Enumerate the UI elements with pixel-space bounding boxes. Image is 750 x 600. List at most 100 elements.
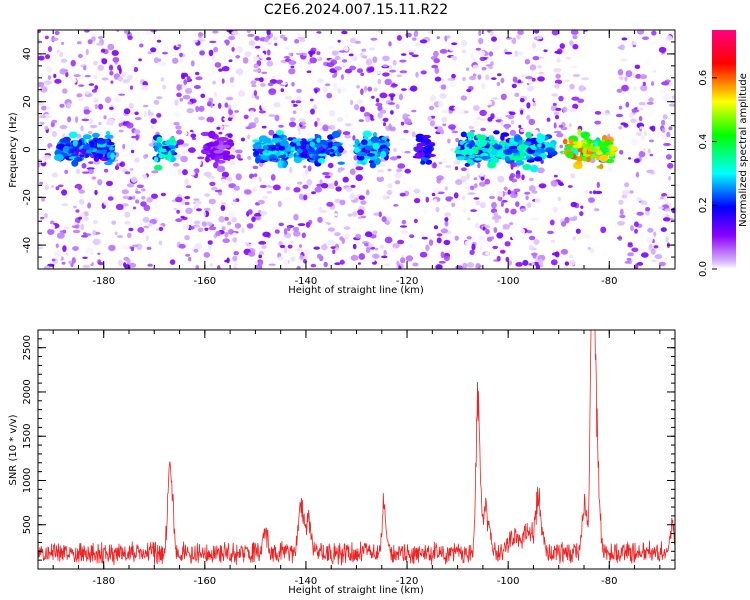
spectrogram-cell — [194, 71, 200, 76]
spectrogram-cell — [77, 41, 82, 45]
spectrogram-cell — [534, 30, 540, 34]
spectrogram-cell — [665, 154, 672, 160]
snr-y-tick-label: 1500 — [22, 423, 33, 448]
spectrogram-cell — [651, 259, 658, 263]
spectrogram-band-cell — [316, 147, 321, 155]
spectrogram-band-cell — [610, 146, 618, 151]
spectrogram-cell — [349, 37, 357, 44]
spectrogram-cell — [397, 239, 405, 245]
spectrogram-cell — [579, 211, 584, 217]
spectrogram-cell — [127, 232, 132, 239]
spectrogram-cell — [126, 74, 134, 81]
spectrogram-cell — [389, 156, 398, 161]
spectrogram-cell — [340, 61, 345, 67]
spectrogram-cell — [262, 231, 271, 238]
spectrogram-band-cell — [415, 133, 425, 140]
spectrogram-cell — [651, 81, 655, 86]
spectrogram-cell — [134, 117, 142, 121]
spectrogram-cell — [42, 51, 50, 54]
spectrogram-cell — [350, 184, 356, 188]
spectrogram-cell — [166, 254, 173, 260]
spectrogram-cell — [78, 189, 85, 194]
spectrogram-cell — [47, 228, 55, 235]
spectrogram-cell — [443, 239, 451, 246]
spectrogram-cell — [384, 236, 393, 244]
spectrogram-cell — [377, 78, 382, 85]
spectrogram-cell — [110, 80, 114, 84]
spectrogram-cell — [248, 40, 256, 46]
spectrogram-cell — [39, 121, 45, 126]
spectrogram-cell — [472, 73, 477, 77]
spectrogram-cell — [240, 137, 246, 142]
spectrogram-cell — [236, 46, 243, 53]
spectrogram-cell — [119, 44, 126, 47]
spectrogram-cell — [636, 211, 644, 216]
spectrogram-cell — [348, 156, 353, 163]
spectrogram-cell — [98, 262, 105, 266]
spectrogram-cell — [391, 265, 399, 269]
spectrogram-cell — [139, 43, 144, 48]
spectrogram-cell — [278, 241, 283, 247]
spectrogram-cell — [202, 125, 208, 130]
spectrogram-cell — [94, 189, 98, 196]
spectrogram-cell — [481, 66, 487, 71]
spectrogram-cell — [173, 207, 177, 211]
spectrogram-cell — [88, 118, 94, 125]
spectrogram-cell — [412, 262, 419, 267]
spectrogram-cell — [238, 158, 243, 161]
spectrogram-cell — [434, 76, 442, 82]
spectrogram-cell — [193, 220, 201, 225]
spectrogram-cell — [463, 208, 467, 213]
spectrogram-band-cell — [526, 159, 535, 163]
spectrogram-cell — [87, 168, 95, 175]
spectrogram-cell — [635, 132, 643, 137]
spectrogram-cell — [569, 108, 577, 113]
spectrogram-cell — [512, 59, 516, 63]
spectrogram-band-cell — [609, 150, 615, 155]
spectrogram-band-cell — [153, 156, 159, 163]
spectrogram-cell — [482, 226, 486, 231]
spectrogram-cell — [176, 84, 182, 91]
spectrogram-cell — [466, 88, 472, 93]
spectrogram-cell — [555, 107, 562, 111]
spectrogram-cell — [462, 195, 466, 201]
spectrogram-cell — [627, 243, 633, 248]
spectrogram-cell — [360, 215, 367, 219]
spectrogram-cell — [38, 81, 45, 87]
spectrogram-cell — [232, 255, 238, 262]
spectrogram-band-cell — [318, 153, 326, 157]
spectrogram-cell — [147, 263, 153, 267]
spectrogram-cell — [625, 70, 633, 78]
spectrogram-band-cell — [287, 137, 294, 141]
spectrogram-band-cell — [316, 137, 321, 143]
spectrogram-cell — [594, 190, 603, 195]
spectrogram-cell — [234, 110, 240, 113]
spectrogram-cell — [75, 116, 79, 123]
spectrogram-x-tick-label: -140 — [295, 276, 318, 287]
snr-series-line — [38, 330, 675, 566]
spectrogram-cell — [288, 68, 296, 75]
spectrogram-cell — [441, 205, 447, 209]
spectrogram-cell — [44, 35, 49, 40]
spectrogram-cell — [570, 201, 577, 208]
spectrogram-cell — [496, 255, 501, 262]
spectrogram-cell — [393, 204, 399, 207]
spectrogram-cell — [118, 67, 122, 75]
spectrogram-cell — [189, 226, 195, 230]
spectrogram-cell — [394, 172, 402, 179]
spectrogram-cell — [478, 171, 486, 177]
spectrogram-cell — [254, 35, 260, 41]
spectrogram-cell — [41, 197, 46, 202]
spectrogram-cell — [322, 45, 327, 51]
spectrogram-cell — [386, 189, 392, 196]
spectrogram-cell — [624, 182, 630, 188]
spectrogram-band-cell — [207, 130, 216, 139]
spectrogram-cell — [399, 59, 407, 63]
spectrogram-cell — [413, 230, 417, 235]
spectrogram-cell — [106, 180, 113, 187]
spectrogram-cell — [529, 64, 537, 71]
spectrogram-band-cell — [62, 136, 71, 143]
spectrogram-cell — [427, 31, 435, 34]
spectrogram-cell — [273, 102, 281, 108]
spectrogram-cell — [579, 35, 586, 40]
